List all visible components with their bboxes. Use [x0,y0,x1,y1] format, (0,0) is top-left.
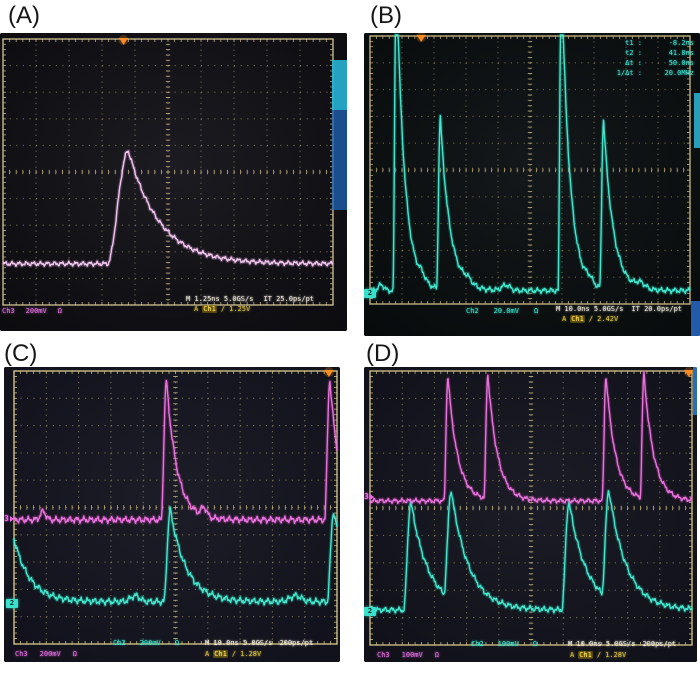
timebase-readout: M 10.0ns 5.0GS/s 200ps/pt [568,640,676,648]
timebase-main: M 10.0ns 5.0GS/s [205,639,273,647]
measurement-row: Δt : 50.0ns [606,58,694,68]
measurement-label: Δt : [625,59,642,67]
measurement-row: t1 : -8.2ns [606,38,694,48]
panel-b-waveform-plot [364,33,700,336]
trigger-mode: A [194,305,199,313]
timebase-acq: IT 20.0ps/pt [631,305,683,313]
trigger-slope-icon: ∕ [220,305,226,313]
channel-coupling: Ω [434,651,439,659]
bezel-blue-sliver [691,301,700,336]
trigger-level: 1.28V [240,650,262,658]
trigger-mode: A [562,315,567,323]
trigger-source: Ch1 [578,651,593,659]
measurement-label: 1/Δt : [616,69,642,77]
panel-d-waveform-plot [364,367,697,662]
trigger-slope-icon: ∕ [588,315,594,323]
channel-2-marker: 2 [6,599,18,608]
cursor-measurement-box: t1 : -8.2ns t2 : 41.8ns Δt : 50.0ns 1/Δt… [606,38,694,78]
trigger-readout: A Ch1 ∕ 1.25V [194,305,250,313]
channel-coupling: Ω [174,639,179,647]
channel-2-marker: 2 [364,289,376,298]
channel-readout-ch2: Ch2 100mV Ω [471,640,537,648]
channel-2-marker: 2 [364,607,376,616]
measurement-value: 50.0ns [668,59,694,67]
channel-scale: 100mV [401,651,423,659]
panel-a-label: (A) [8,2,40,29]
panel-a-photo: Ch3 200mV Ω M 1.25ns 5.0GS/s IT 25.0ps/p… [0,33,347,331]
channel-scale: 100mV [497,640,519,648]
panel-b-label: (B) [370,2,402,29]
panel-c-label: (C) [4,340,38,367]
timebase-readout: M 1.25ns 5.0GS/s IT 25.0ps/pt [186,295,314,303]
bezel-cyan-sliver [332,60,347,110]
timebase-readout: M 10.0ns 5.0GS/s 200ps/pt [205,639,313,647]
arrow-right-icon [9,516,14,522]
trigger-level: 1.28V [605,651,627,659]
timebase-main: M 10.0ns 5.0GS/s [556,305,624,313]
timebase-acq: 200ps/pt [279,639,314,647]
trigger-readout: A Ch1 ∕ 1.28V [205,650,261,658]
channel-name: Ch2 [466,307,479,315]
channel-name: Ch3 [377,651,390,659]
trigger-level: 1.25V [229,305,251,313]
channel-name: Ch2 [113,639,126,647]
panel-a-waveform-plot [0,33,347,331]
measurement-label: t2 : [625,49,642,57]
channel-scale: 200mV [139,639,161,647]
trigger-mode: A [570,651,575,659]
trigger-source: Ch1 [570,315,585,323]
panel-c-waveform-plot [4,367,340,662]
trigger-slope-icon: ∕ [231,650,237,658]
trigger-readout: A Ch1 ∕ 2.42V [562,315,618,323]
channel-3-marker: 3 [4,515,14,523]
channel-readout-ch3: Ch3 200mV Ω [2,307,62,315]
timebase-main: M 1.25ns 5.0GS/s [186,295,254,303]
panel-c-photo: 3 2 Ch2 200mV Ω Ch3 200mV Ω M 10.0ns 5.0… [4,367,340,662]
panel-b-photo: t1 : -8.2ns t2 : 41.8ns Δt : 50.0ns 1/Δt… [364,33,700,336]
panel-d-label: (D) [366,340,400,367]
trigger-source: Ch1 [202,305,217,313]
trigger-level: 2.42V [597,315,619,323]
channel-3-marker-text: 3 [364,492,369,501]
channel-3-marker: 3 [364,493,374,501]
timebase-acq: 200ps/pt [642,640,677,648]
channel-coupling: Ω [72,650,77,658]
channel-coupling: Ω [533,307,539,315]
channel-coupling: Ω [532,640,537,648]
measurement-row: 1/Δt : 20.0MHz [606,68,694,78]
channel-scale: 200mV [25,307,47,315]
channel-name: Ch2 [471,640,484,648]
bezel-blue-sliver [693,367,697,415]
timebase-readout: M 10.0ns 5.0GS/s IT 20.0ps/pt [556,305,682,313]
channel-readout-ch2: Ch2 20.0mV Ω [466,307,538,315]
channel-3-marker-text: 3 [4,514,9,523]
trigger-mode: A [205,650,210,658]
trigger-slope-icon: ∕ [596,651,602,659]
channel-name: Ch3 [2,307,15,315]
timebase-main: M 10.0ns 5.0GS/s [568,640,636,648]
measurement-label: t1 : [625,39,642,47]
trigger-readout: A Ch1 ∕ 1.28V [570,651,626,659]
channel-coupling: Ω [57,307,62,315]
measurement-value: 41.8ns [668,49,694,57]
channel-readout-ch2: Ch2 200mV Ω [113,639,179,647]
channel-scale: 200mV [39,650,61,658]
channel-scale: 20.0mV [493,307,519,315]
bezel-blue-sliver [332,110,347,210]
channel-readout-ch3: Ch3 200mV Ω [15,650,77,658]
panel-d-photo: 3 2 Ch2 100mV Ω Ch3 100mV Ω M 10.0ns 5.0… [364,367,697,662]
measurement-value: -8.2ns [668,39,694,47]
measurement-value: 20.0MHz [664,69,694,77]
channel-readout-ch3: Ch3 100mV Ω [377,651,439,659]
timebase-acq: IT 25.0ps/pt [263,295,315,303]
channel-name: Ch3 [15,650,28,658]
bezel-cyan-sliver [694,93,700,148]
measurement-row: t2 : 41.8ns [606,48,694,58]
trigger-source: Ch1 [213,650,228,658]
arrow-right-icon [369,494,374,500]
